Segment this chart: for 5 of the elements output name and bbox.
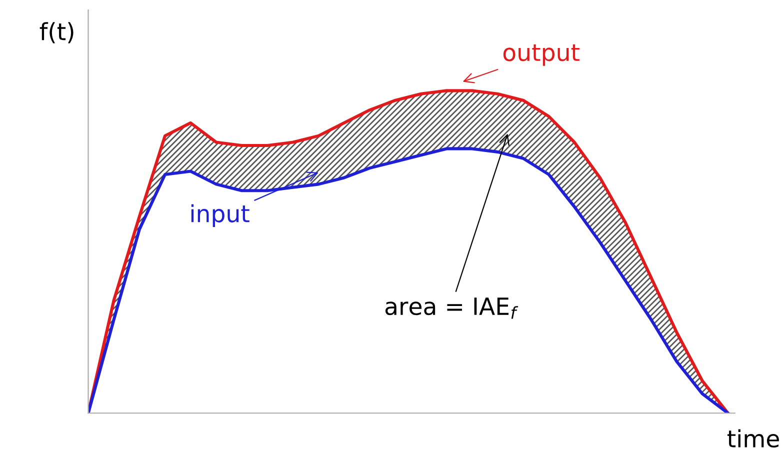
series-label: input <box>191 204 250 228</box>
series-label: output <box>503 44 580 66</box>
y-axis-title: f(t) <box>40 22 74 44</box>
annotation: area = IAE$_{f}$ <box>385 298 518 319</box>
x-axis-title: time <box>727 429 779 448</box>
